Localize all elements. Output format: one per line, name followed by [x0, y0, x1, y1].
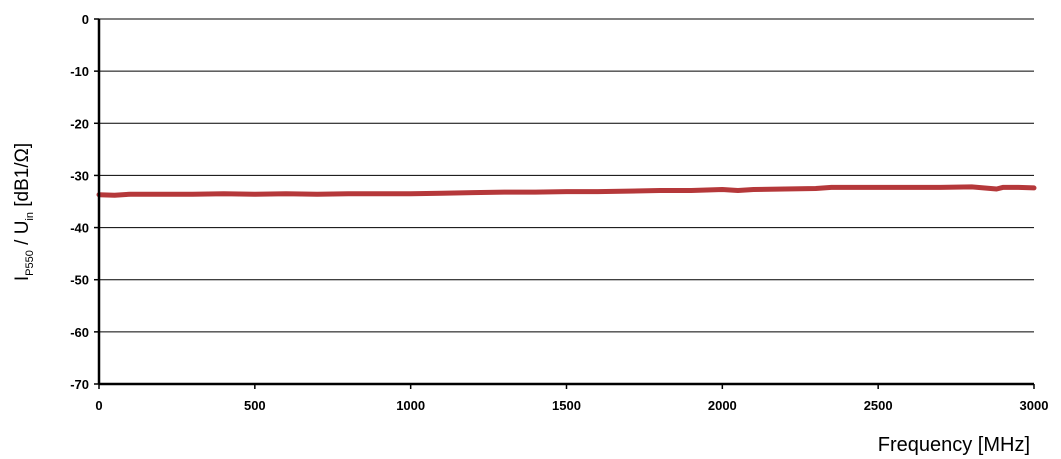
y-tick-label: -10 [70, 64, 89, 79]
x-tick-label: 1000 [396, 398, 425, 413]
gridlines [99, 18, 1034, 333]
x-tick-label: 1500 [552, 398, 581, 413]
axes [97, 19, 1034, 386]
y-axis-title-part3: [dB1/Ω] [12, 143, 33, 212]
y-tick-label: -70 [70, 377, 89, 392]
y-tick-label: -40 [70, 221, 89, 236]
series-line [96, 184, 1037, 198]
y-tick-label: 0 [82, 12, 89, 27]
x-tick-labels: 0 500 1000 1500 2000 2500 3000 [95, 384, 1048, 413]
y-axis-title-part1: I [12, 276, 33, 281]
y-tick-label: -20 [70, 116, 89, 131]
x-tick-label: 2000 [708, 398, 737, 413]
y-axis-title-sub2: in [24, 212, 36, 221]
y-axis-title-sub1: P550 [24, 250, 36, 276]
y-tick-labels: 0 -10 -20 -30 -40 -50 -60 -70 [70, 12, 99, 392]
y-tick-label: -50 [70, 273, 89, 288]
series-layer [96, 184, 1037, 198]
y-axis-title-part2: / U [12, 221, 33, 251]
x-tick-label: 3000 [1020, 398, 1049, 413]
x-axis-title: Frequency [MHz] [878, 434, 1030, 456]
x-tick-label: 500 [244, 398, 266, 413]
y-tick-label: -60 [70, 325, 89, 340]
x-tick-label: 0 [95, 398, 102, 413]
y-axis-title: IP550 / Uin [dB1/Ω] [12, 143, 36, 281]
x-tick-label: 2500 [864, 398, 893, 413]
y-tick-label: -30 [70, 168, 89, 183]
